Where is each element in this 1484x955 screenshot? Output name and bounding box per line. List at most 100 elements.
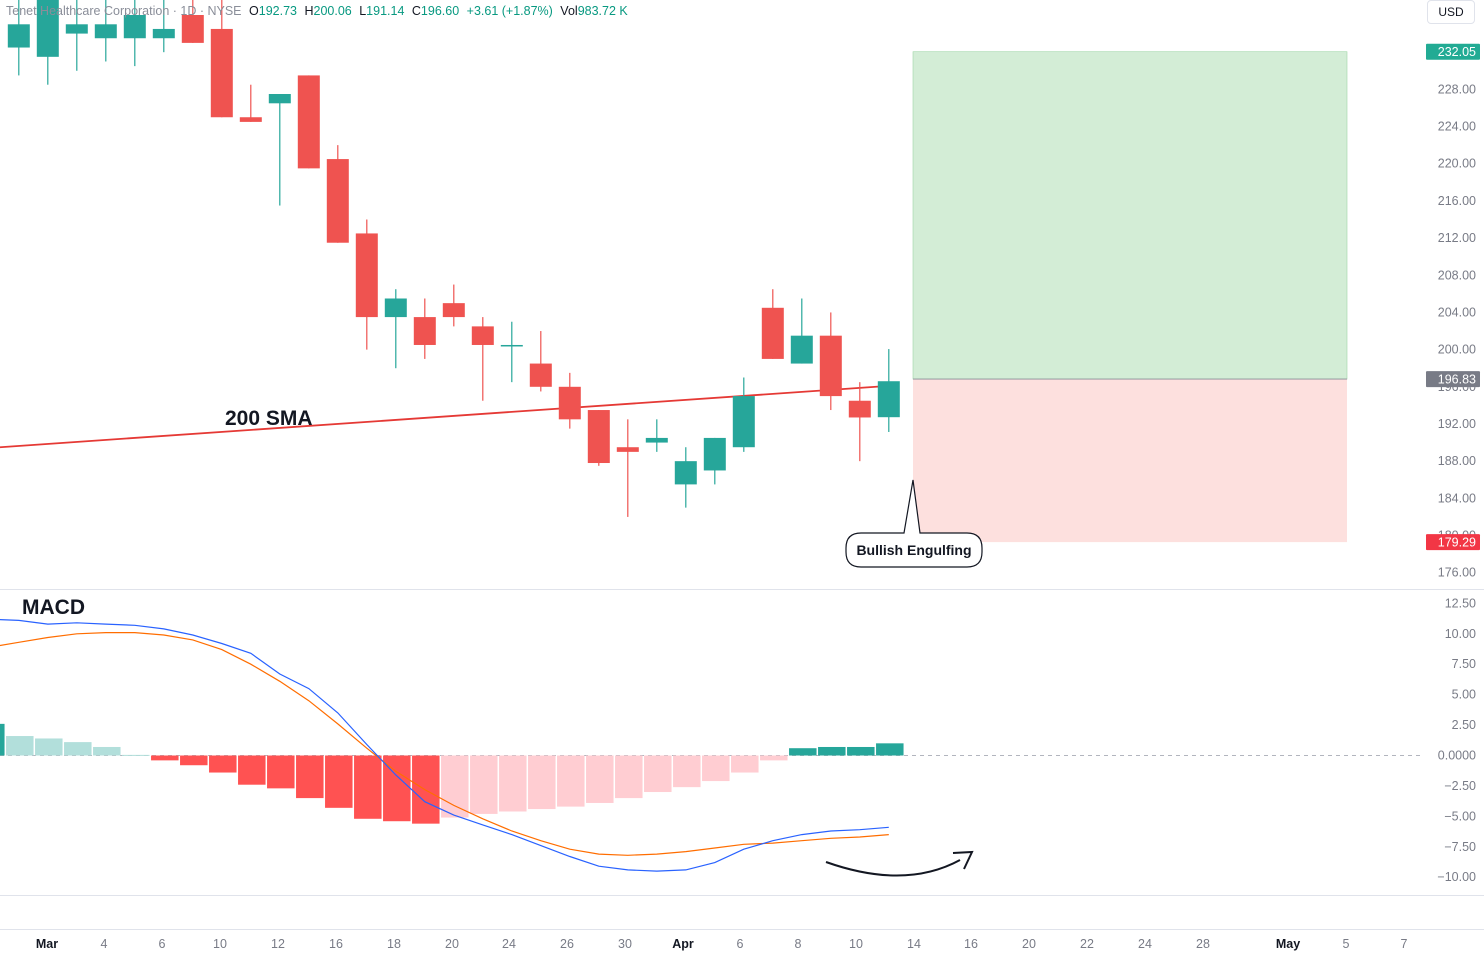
candle-body[interactable] <box>674 461 697 485</box>
time-axis-label: 30 <box>618 937 632 951</box>
candle-body[interactable] <box>355 233 378 318</box>
time-axis-label: 10 <box>213 937 227 951</box>
macd-axis-label: −10.00 <box>1437 870 1476 884</box>
candle-body[interactable] <box>442 303 465 318</box>
time-axis-label: 16 <box>964 937 978 951</box>
macd-histogram-bar <box>267 755 295 789</box>
price-axis-label: 176.00 <box>1438 566 1476 580</box>
candle-body[interactable] <box>703 437 726 471</box>
macd-histogram-bar <box>151 755 179 761</box>
volume-value: 983.72 K <box>577 4 628 18</box>
macd-histogram-bar <box>528 755 556 810</box>
price-axis-label: 212.00 <box>1438 231 1476 245</box>
macd-histogram-bar <box>731 755 759 773</box>
macd-histogram-bar <box>470 755 498 814</box>
price-axis-label: 204.00 <box>1438 305 1476 319</box>
candle-body[interactable] <box>181 15 204 43</box>
candle-body[interactable] <box>36 0 59 57</box>
candle-body[interactable] <box>645 437 668 443</box>
target-zone[interactable] <box>912 51 1348 380</box>
macd-histogram-bar <box>325 755 353 808</box>
macd-histogram-bar <box>760 755 788 761</box>
candle-body[interactable] <box>848 400 871 418</box>
time-axis-label: 24 <box>1138 937 1152 951</box>
time-axis-label: 7 <box>1401 937 1408 951</box>
candle-body[interactable] <box>7 24 30 48</box>
macd-histogram-bar <box>122 754 150 756</box>
time-axis-label: 5 <box>1343 937 1350 951</box>
time-axis-label: 8 <box>795 937 802 951</box>
time-axis-label: 20 <box>1022 937 1036 951</box>
price-axis-label: 192.00 <box>1438 417 1476 431</box>
candle-body[interactable] <box>65 24 88 34</box>
macd-axis-label: 7.50 <box>1452 657 1476 671</box>
target-price-badge-bg <box>1426 43 1480 60</box>
time-axis-label: 24 <box>502 937 516 951</box>
macd-histogram-bar <box>644 755 672 793</box>
stop-zone[interactable] <box>913 379 1347 543</box>
candle-body[interactable] <box>558 386 581 420</box>
price-axis-label: 216.00 <box>1438 194 1476 208</box>
sma-200-line[interactable] <box>0 384 889 449</box>
candle-body[interactable] <box>384 298 407 318</box>
candle-body[interactable] <box>616 447 639 452</box>
symbol-header: Tenet Healthcare Corporation · 1D · NYSE… <box>6 4 628 18</box>
arrow-head <box>952 850 974 870</box>
macd-histogram-bar <box>209 755 237 773</box>
candle-body[interactable] <box>413 317 436 345</box>
candle-body[interactable] <box>210 28 233 118</box>
price-axis-label: 200.00 <box>1438 343 1476 357</box>
macd-axis-label: −7.50 <box>1444 840 1476 854</box>
time-axis-label: Apr <box>672 937 694 951</box>
macd-histogram-bar <box>93 746 121 756</box>
macd-histogram-bar <box>818 746 846 756</box>
candle-body[interactable] <box>123 15 146 39</box>
signal-line[interactable] <box>0 632 889 856</box>
low-label: L <box>359 4 367 18</box>
candle-body[interactable] <box>761 307 784 359</box>
annotation-callout[interactable] <box>845 479 983 568</box>
stop-price-badge-bg <box>1426 534 1480 551</box>
stop-price-badge: 179.29 <box>1438 536 1476 550</box>
candle-body[interactable] <box>790 335 813 364</box>
candle-body[interactable] <box>94 24 117 39</box>
candle-body[interactable] <box>471 326 494 345</box>
macd-axis-label: 12.50 <box>1445 596 1476 610</box>
entry-price-badge-bg <box>1426 371 1480 388</box>
candle-body[interactable] <box>268 94 291 104</box>
macd-histogram-bar <box>6 736 34 756</box>
price-axis-label: 184.00 <box>1438 491 1476 505</box>
time-axis-label: 6 <box>159 937 166 951</box>
macd-histogram-bar <box>441 755 469 818</box>
low-value: 191.14 <box>366 4 405 18</box>
time-axis-label: 12 <box>271 937 285 951</box>
candle-body[interactable] <box>819 335 842 397</box>
macd-line[interactable] <box>0 619 889 872</box>
candle-body[interactable] <box>152 28 175 39</box>
candle-body[interactable] <box>529 363 552 387</box>
candle-body[interactable] <box>732 396 755 448</box>
time-axis-label: 4 <box>101 937 108 951</box>
time-axis-label: 28 <box>1196 937 1210 951</box>
time-axis-label: 18 <box>387 937 401 951</box>
arrow-drawing[interactable] <box>825 859 961 877</box>
time-axis-label: Mar <box>36 937 58 951</box>
currency-button[interactable]: USD <box>1427 0 1475 24</box>
macd-axis-label: 2.50 <box>1452 718 1476 732</box>
time-axis-label: 20 <box>445 937 459 951</box>
time-axis-label: 14 <box>907 937 921 951</box>
macd-histogram-bar <box>847 746 875 756</box>
time-axis-label: 26 <box>560 937 574 951</box>
price-axis-label: 224.00 <box>1438 120 1476 134</box>
candle-body[interactable] <box>877 381 900 418</box>
candle-body[interactable] <box>587 410 610 464</box>
candle-body[interactable] <box>500 344 523 347</box>
candle-body[interactable] <box>239 117 262 122</box>
macd-histogram-bar <box>499 755 527 812</box>
candle-body[interactable] <box>326 159 349 243</box>
macd-axis-label: 0.0000 <box>1438 749 1476 763</box>
candle-body[interactable] <box>297 75 320 169</box>
open-label: O <box>249 4 259 18</box>
time-axis-label: 6 <box>737 937 744 951</box>
